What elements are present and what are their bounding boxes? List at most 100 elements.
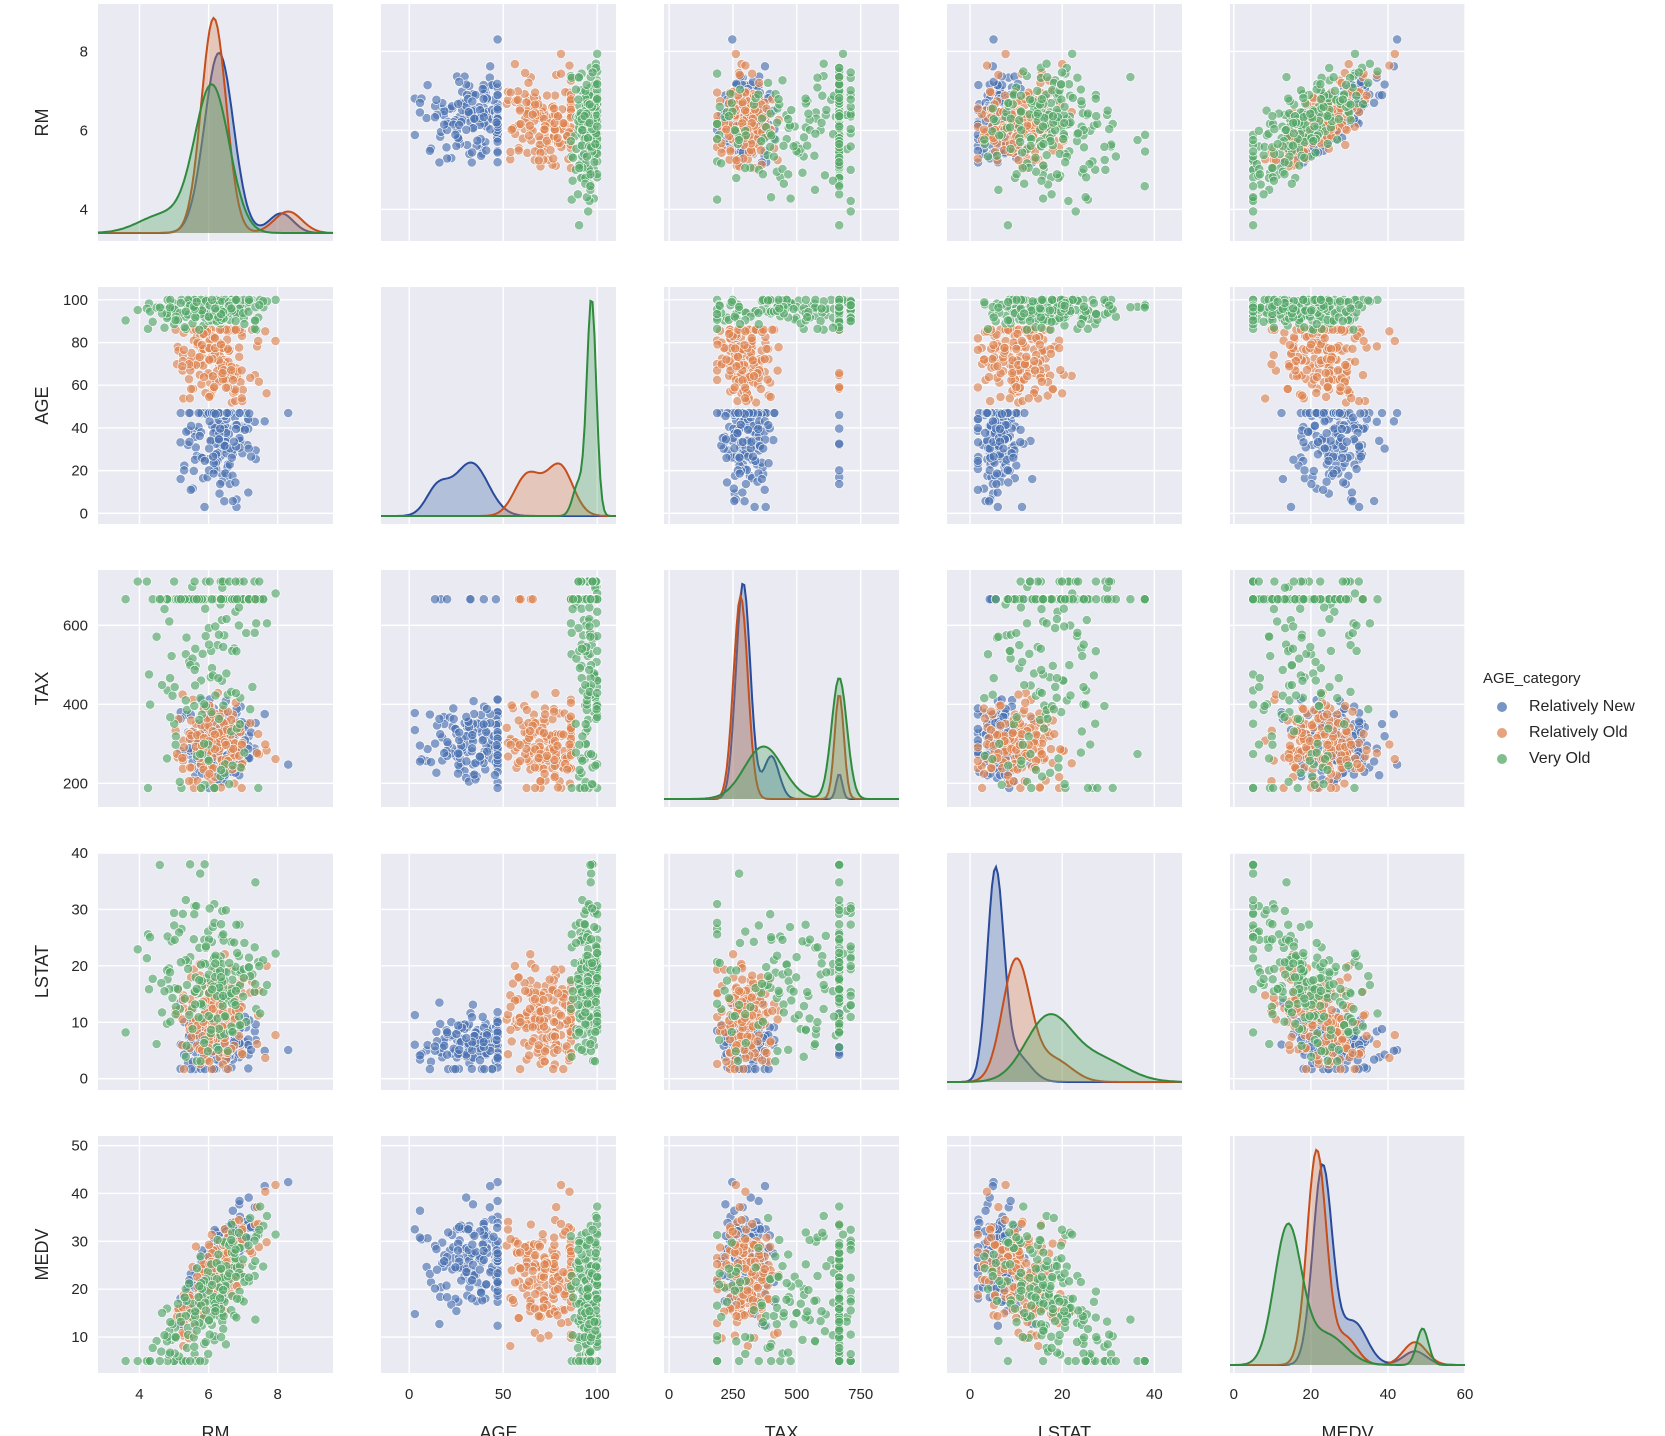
point-relatively-new — [1336, 423, 1347, 434]
point-relatively-old — [513, 95, 523, 105]
point-very-old — [788, 141, 799, 152]
point-relatively-old — [524, 130, 534, 141]
point-relatively-old — [1343, 59, 1354, 69]
point-relatively-new — [215, 479, 226, 489]
point-relatively-new — [461, 124, 472, 135]
point-relatively-new — [210, 409, 221, 419]
point-relatively-old — [1021, 351, 1032, 362]
point-relatively-old — [748, 355, 758, 366]
point-very-old — [838, 48, 848, 59]
point-very-old — [120, 315, 131, 326]
point-very-old — [845, 316, 856, 326]
point-relatively-old — [523, 77, 534, 88]
point-relatively-new — [1356, 451, 1366, 462]
point-very-old — [162, 753, 172, 764]
point-very-old — [249, 323, 260, 334]
point-very-old — [1018, 66, 1029, 77]
point-relatively-old — [221, 382, 231, 393]
point-very-old — [120, 594, 131, 605]
point-very-old — [1038, 160, 1049, 171]
point-relatively-old — [1322, 382, 1333, 392]
point-relatively-new — [1298, 437, 1309, 448]
point-very-old — [1022, 324, 1032, 335]
point-relatively-new — [722, 477, 732, 488]
point-relatively-new — [737, 436, 748, 447]
point-very-old — [1299, 152, 1310, 163]
point-very-old — [1038, 139, 1049, 149]
point-relatively-new — [226, 452, 237, 463]
point-relatively-new — [434, 157, 445, 168]
point-relatively-new — [453, 99, 464, 109]
point-very-old — [189, 576, 200, 587]
point-very-old — [589, 157, 600, 168]
point-relatively-old — [525, 120, 535, 131]
point-relatively-new — [1015, 437, 1026, 447]
point-very-old — [1044, 305, 1055, 316]
point-very-old — [204, 639, 214, 650]
point-very-old — [1286, 178, 1297, 189]
point-relatively-old — [1384, 60, 1395, 71]
point-relatively-new — [467, 730, 478, 740]
point-relatively-new — [477, 84, 488, 94]
point-relatively-old — [184, 393, 195, 404]
point-very-old — [810, 128, 821, 139]
point-relatively-new — [769, 408, 780, 418]
point-very-old — [1005, 143, 1016, 154]
point-relatively-new — [1318, 408, 1329, 418]
point-relatively-old — [1321, 391, 1331, 402]
point-relatively-new — [485, 61, 496, 72]
point-relatively-old — [234, 342, 244, 353]
point-very-old — [1038, 193, 1048, 204]
point-relatively-new — [1003, 465, 1013, 476]
point-relatively-new — [472, 135, 483, 146]
point-relatively-new — [743, 424, 753, 435]
point-very-old — [1363, 77, 1374, 88]
point-very-old — [1100, 164, 1111, 175]
point-relatively-new — [1334, 408, 1345, 418]
point-relatively-old — [260, 739, 271, 750]
point-relatively-old — [993, 70, 1004, 80]
point-very-old — [1345, 99, 1356, 110]
point-very-old — [1003, 296, 1014, 307]
point-relatively-new — [283, 759, 294, 770]
point-relatively-old — [1030, 365, 1040, 376]
point-relatively-old — [513, 145, 524, 156]
point-relatively-new — [194, 430, 205, 441]
point-very-old — [159, 322, 170, 333]
point-very-old — [753, 89, 764, 100]
point-relatively-old — [761, 343, 772, 354]
point-relatively-old — [973, 103, 983, 114]
panel-rm-vs-rm — [97, 4, 334, 241]
point-very-old — [1052, 169, 1062, 180]
point-very-old — [1076, 96, 1087, 106]
point-relatively-old — [1335, 382, 1346, 393]
point-very-old — [1078, 164, 1089, 174]
point-very-old — [753, 319, 764, 330]
point-very-old — [845, 195, 856, 206]
point-relatively-old — [1302, 365, 1312, 375]
point-relatively-old — [1358, 335, 1369, 346]
point-relatively-new — [992, 468, 1002, 479]
point-relatively-new — [175, 437, 186, 448]
point-very-old — [1306, 305, 1317, 316]
point-very-old — [1248, 192, 1258, 203]
point-very-old — [712, 194, 722, 205]
point-very-old — [778, 140, 789, 151]
point-very-old — [180, 695, 191, 706]
point-relatively-new — [468, 696, 479, 706]
point-relatively-new — [184, 436, 195, 447]
point-relatively-old — [985, 86, 995, 97]
point-relatively-new — [492, 147, 503, 158]
point-very-old — [1091, 309, 1102, 319]
point-very-old — [169, 682, 180, 692]
point-relatively-old — [216, 339, 226, 350]
point-relatively-new — [980, 427, 991, 438]
point-relatively-new — [720, 411, 731, 421]
point-relatively-old — [772, 365, 783, 376]
point-very-old — [1036, 175, 1047, 186]
point-relatively-old — [1389, 49, 1400, 59]
point-relatively-old — [1350, 356, 1361, 367]
point-relatively-old — [234, 351, 245, 362]
point-relatively-old — [1312, 372, 1322, 382]
point-very-old — [164, 616, 175, 627]
